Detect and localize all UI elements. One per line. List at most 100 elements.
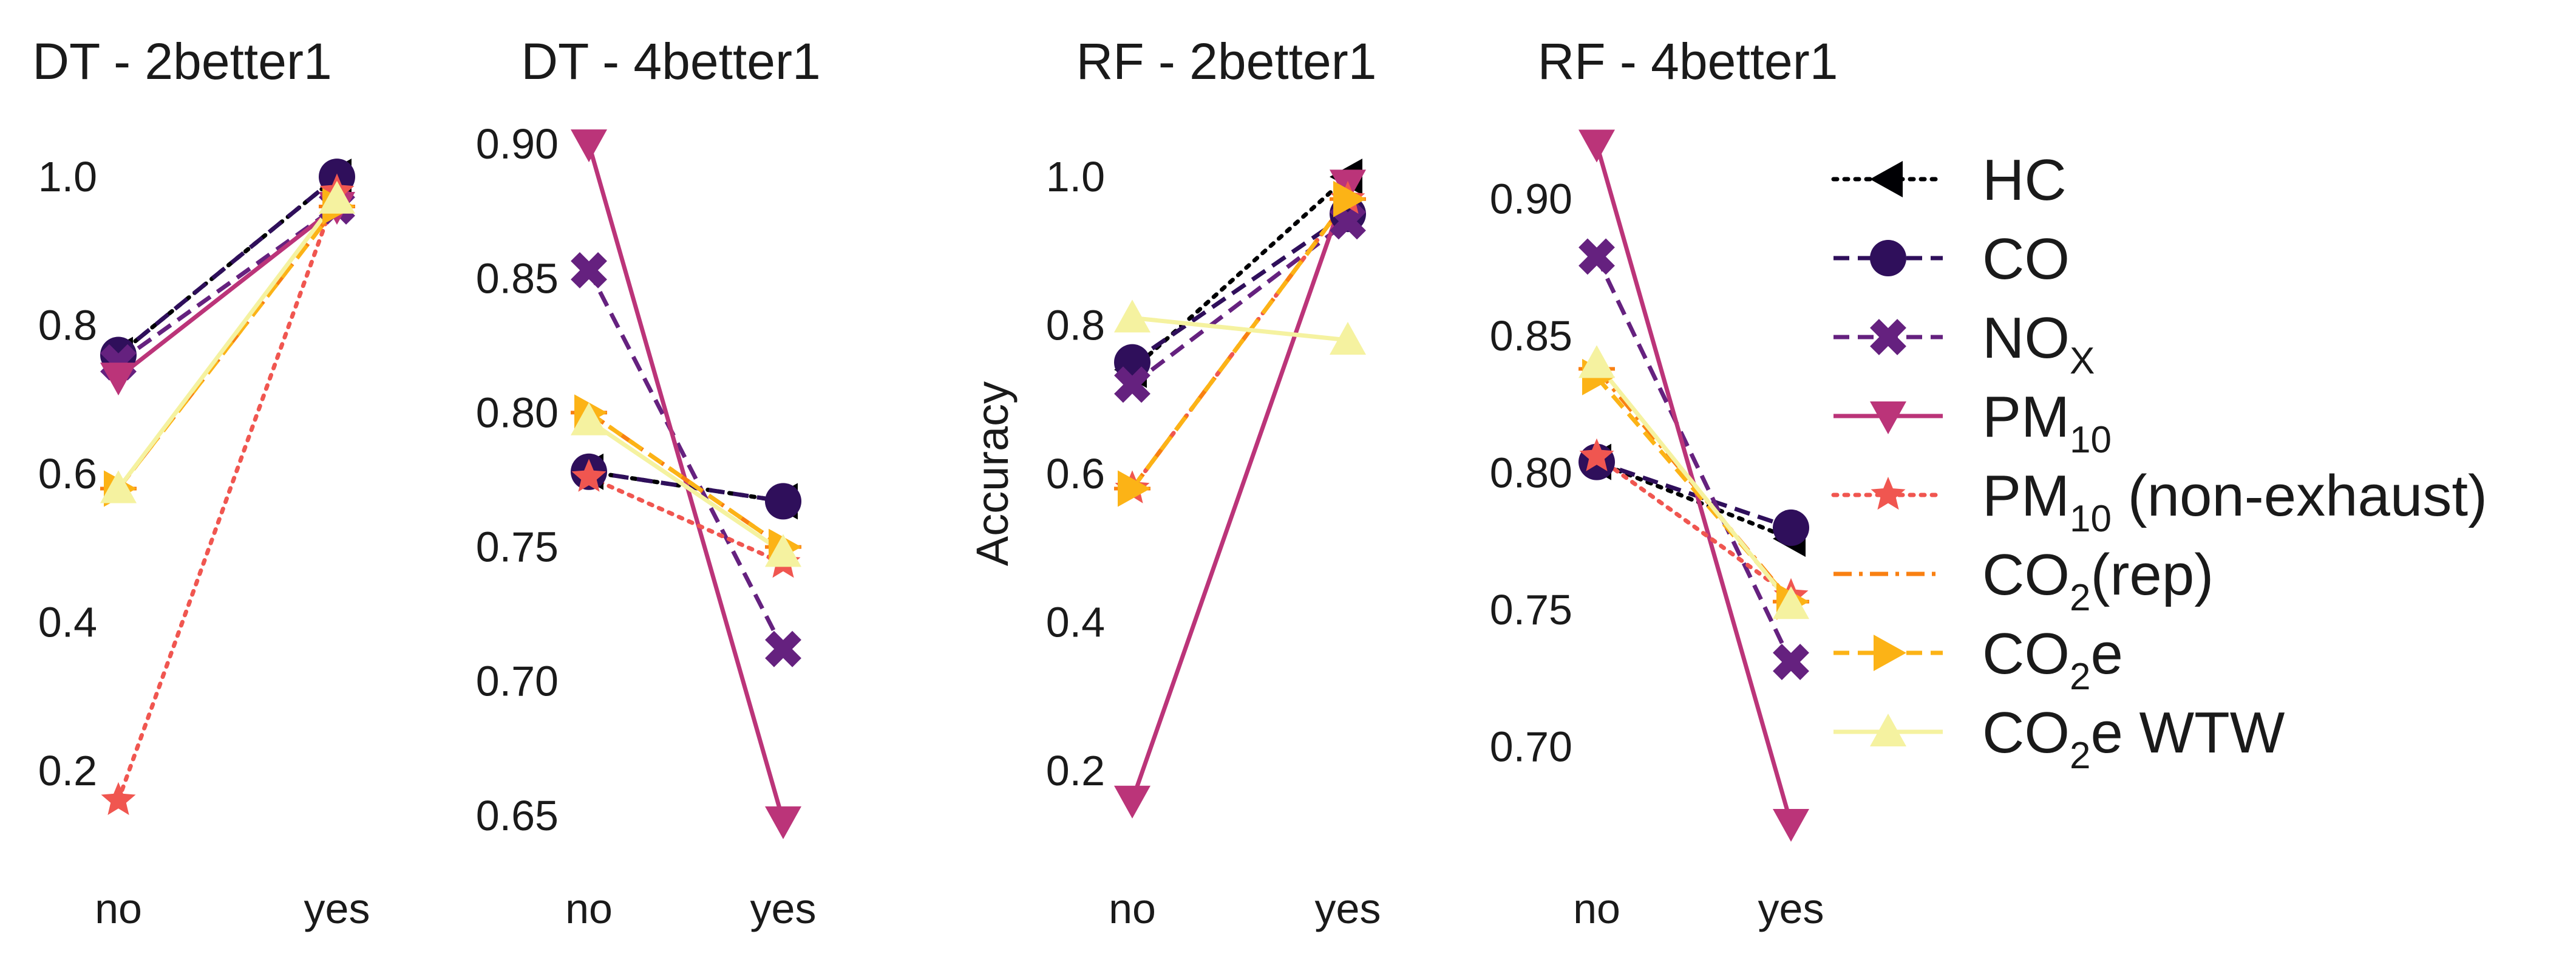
legend-marker	[1870, 240, 1906, 276]
series-line-pm10	[117, 205, 339, 379]
data-point-co2e-wtw	[1579, 345, 1615, 378]
legend-item-nox: NOX	[1833, 305, 2095, 382]
data-point-pm10	[1579, 129, 1615, 163]
data-point-pm10-non-exhaust	[101, 782, 136, 815]
x-tick-label: no	[95, 885, 142, 932]
series-line-pm10-non-exhaust	[1594, 454, 1793, 599]
data-point-pm10-non-exhaust	[1579, 438, 1614, 471]
x-tick-label: yes	[304, 885, 370, 932]
data-point-co	[765, 483, 801, 520]
panel-rf-2better1: RF - 2better1 0.2 0.4 0.6 0.8 1.0 no yes Accurac…	[967, 33, 1381, 932]
y-tick-label: 0.80	[476, 389, 559, 436]
legend-label: CO2(rep)	[1982, 542, 2214, 619]
x-tick-label: no	[1109, 885, 1156, 932]
data-point-co2e	[1333, 180, 1366, 217]
x-tick-label: no	[1573, 885, 1620, 932]
y-tick-label: 0.85	[1490, 312, 1572, 360]
data-point-pm10	[1773, 808, 1809, 842]
y-tick-label: 1.0	[38, 153, 97, 200]
x-tick-label: no	[565, 885, 613, 932]
panel-title: RF - 2better1	[1076, 33, 1377, 90]
legend-item-pm10: PM10	[1833, 384, 2112, 461]
legend-marker	[1870, 319, 1906, 355]
legend-item-pm10-non-exhaust: PM10 (non-exhaust)	[1831, 463, 2487, 540]
series-line-co	[1131, 212, 1349, 364]
y-tick-label: 0.75	[476, 524, 559, 571]
y-tick-label: 0.8	[1046, 302, 1105, 349]
series-line-co2e-wtw	[588, 418, 784, 554]
legend-marker	[1870, 401, 1906, 434]
legend-label: NOX	[1982, 305, 2095, 382]
data-point-co2e-wtw	[571, 402, 607, 435]
data-point-pm10-non-exhaust	[571, 459, 607, 492]
data-point-co2e-wtw	[1114, 299, 1150, 333]
x-tick-label: yes	[1758, 885, 1824, 932]
data-point-nox	[765, 630, 801, 667]
series-line-nox	[1594, 255, 1793, 663]
data-point-co2e-wtw	[1773, 586, 1809, 619]
series-line-co2e	[588, 411, 784, 549]
series-line-co	[1596, 460, 1792, 530]
legend-label: HC	[1982, 148, 2067, 213]
legend-marker	[1871, 477, 1906, 510]
data-point-co2e-wtw	[100, 470, 137, 503]
panel-title: DT - 4better1	[521, 33, 820, 90]
data-point-co2e-wtw	[1330, 322, 1366, 355]
y-axis-label: Accuracy	[967, 381, 1018, 566]
y-tick-label: 0.90	[476, 120, 559, 168]
series-line-pm10-non-exhaust	[586, 475, 786, 565]
legend-item-co2e-wtw: CO2e WTW	[1833, 700, 2285, 777]
data-point-co2e-wtw	[319, 180, 355, 214]
legend-item-co2e: CO2e	[1833, 621, 2123, 698]
y-tick-label: 0.70	[1490, 723, 1572, 771]
data-point-co2e	[1118, 470, 1150, 507]
y-tick-label: 0.4	[1046, 598, 1105, 646]
legend-label: PM10	[1982, 384, 2112, 461]
panel-rf-4better1: RF - 4better1 0.70 0.75 0.80 0.85 0.90 no yes	[1490, 33, 1838, 932]
y-tick-label: 0.70	[476, 658, 559, 705]
data-point-nox	[571, 252, 607, 288]
series-line-hc	[1130, 174, 1350, 372]
y-tick-label: 0.75	[1490, 586, 1572, 633]
legend-marker	[1870, 714, 1906, 746]
y-tick-label: 0.2	[1046, 747, 1105, 794]
panel-title: DT - 2better1	[32, 33, 331, 90]
legend-label: CO	[1982, 227, 2070, 292]
data-point-pm10	[765, 806, 801, 839]
series-line-co2e	[1130, 197, 1350, 490]
y-tick-label: 0.6	[38, 450, 97, 497]
y-tick-label: 0.90	[1490, 176, 1572, 223]
y-tick-label: 0.8	[38, 302, 97, 349]
data-point-pm10	[100, 363, 137, 396]
data-point-pm10	[1114, 785, 1150, 819]
x-tick-label: yes	[1315, 885, 1381, 932]
legend-marker	[1874, 635, 1906, 671]
series-line-pm10-non-exhaust	[116, 189, 339, 803]
y-tick-label: 0.4	[38, 598, 97, 646]
series-line-pm10	[1130, 183, 1350, 801]
y-tick-label: 1.0	[1046, 153, 1105, 200]
legend-marker	[1870, 161, 1903, 197]
series-line-nox	[586, 269, 786, 650]
data-point-pm10	[571, 129, 607, 163]
series-line-co2e-wtw	[1595, 362, 1793, 606]
y-tick-label: 0.6	[1046, 450, 1105, 497]
y-tick-label: 0.2	[38, 747, 97, 794]
data-point-co	[1773, 509, 1809, 546]
panel-dt-4better1: DT - 4better1 0.65 0.70 0.75 0.80 0.85 0.90 no y…	[476, 33, 821, 932]
data-point-nox	[1114, 366, 1150, 403]
series-line-hc	[116, 174, 339, 357]
legend-item-co: CO	[1833, 227, 2070, 292]
legend-label: PM10 (non-exhaust)	[1982, 463, 2487, 540]
panel-title: RF - 4better1	[1538, 33, 1838, 90]
series-line-co2e-wtw	[117, 197, 339, 490]
legend-item-co2-rep: CO2(rep)	[1833, 542, 2214, 619]
data-point-nox	[1579, 238, 1615, 275]
y-tick-label: 0.80	[1490, 449, 1572, 497]
x-tick-label: yes	[750, 885, 817, 932]
legend-label: CO2e	[1982, 621, 2123, 698]
data-point-nox	[1773, 643, 1809, 680]
series-line-co2e-wtw	[1132, 315, 1348, 343]
legend-label: CO2e WTW	[1982, 700, 2285, 777]
